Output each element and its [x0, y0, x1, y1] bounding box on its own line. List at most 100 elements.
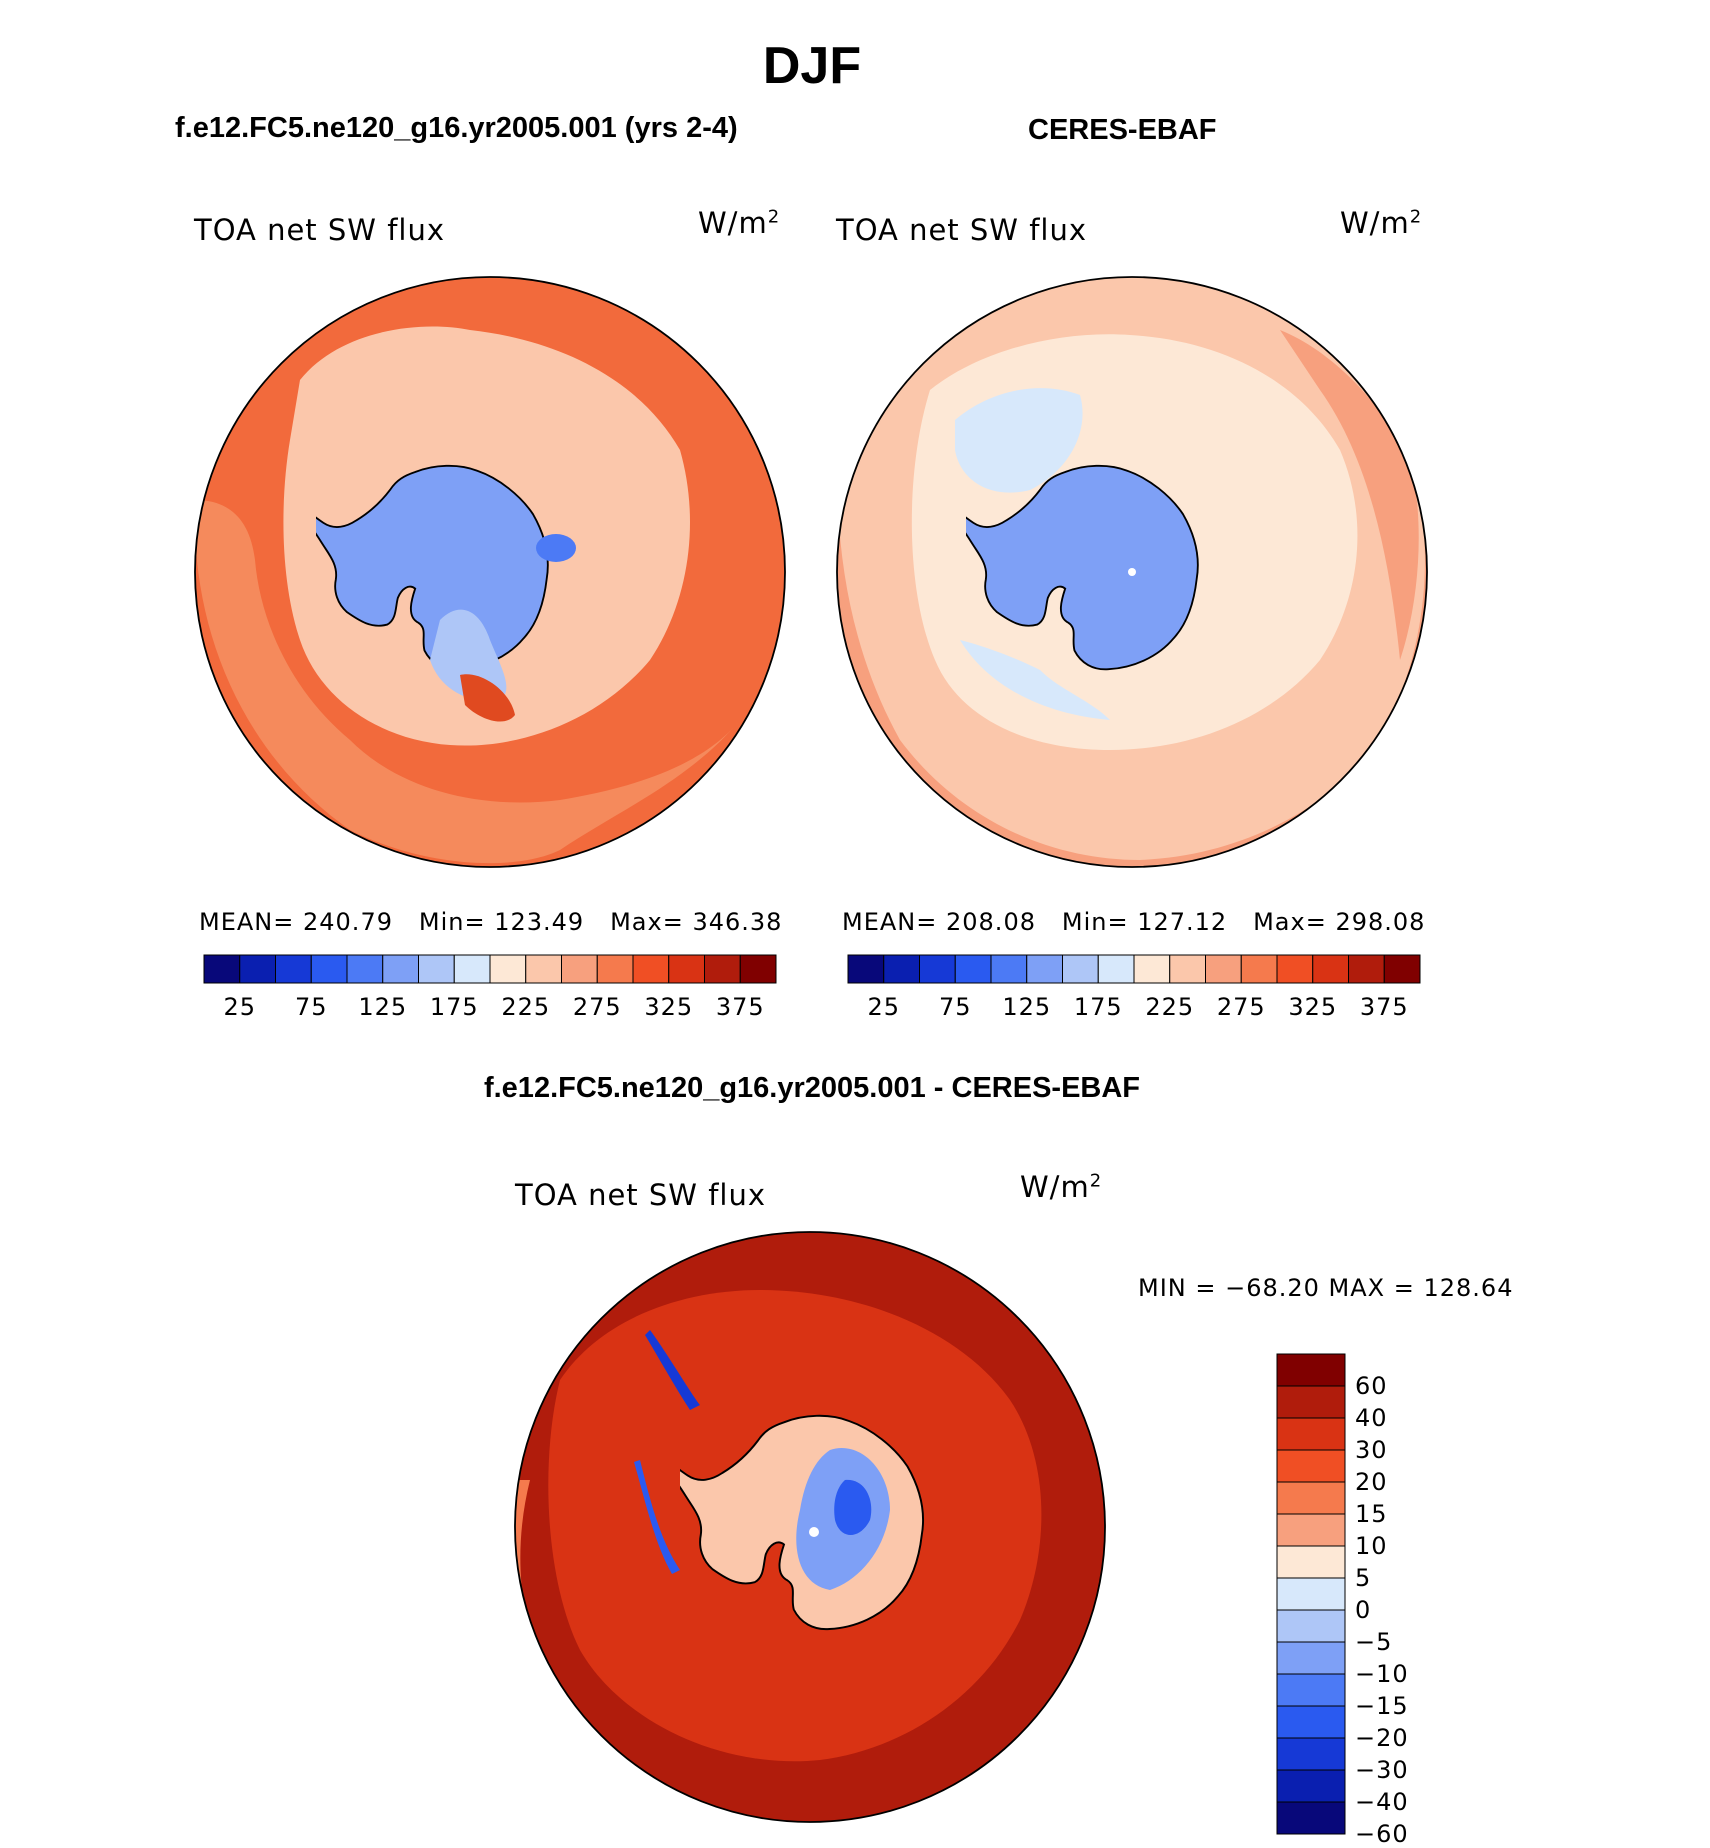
- diff-colorbar-tick-label: −20: [1355, 1724, 1409, 1752]
- model-colorbar-swatch: [596, 954, 634, 984]
- diff-pole-gap: [809, 1527, 819, 1537]
- model-map: [195, 277, 785, 867]
- obs-pole-gap: [1128, 568, 1136, 576]
- model-colorbar-swatch: [382, 954, 419, 984]
- model-colorbar-tick-label: 125: [358, 993, 408, 1021]
- obs-colorbar-swatch: [1026, 954, 1063, 984]
- obs-colorbar-swatch: [1062, 954, 1099, 984]
- model-units: W/m2: [698, 206, 781, 240]
- model-colorbar-swatch: [668, 954, 705, 984]
- obs-map-border: [836, 276, 1428, 868]
- obs-colorbar-swatch: [1348, 954, 1385, 984]
- obs-colorbar-swatch: [1097, 954, 1135, 984]
- model-colorbar-swatch: [310, 954, 348, 984]
- diff-map: [515, 1232, 1105, 1822]
- obs-units: W/m2: [1340, 206, 1423, 240]
- model-variable-label: TOA net SW flux: [194, 213, 446, 247]
- obs-colorbar-tick-label: 75: [938, 993, 972, 1021]
- obs-shelf-patch: [960, 640, 1110, 720]
- diff-west-band: [515, 1480, 570, 1720]
- diff-colorbar-tick-label: 40: [1355, 1404, 1388, 1432]
- diff-coast-negative: [645, 1330, 700, 1410]
- diff-colorbar: [1276, 1353, 1346, 1835]
- diff-variable-label: TOA net SW flux: [515, 1178, 767, 1212]
- model-map-border: [194, 276, 786, 868]
- figure-title: DJF: [762, 37, 862, 95]
- diff-colorbar-tick-label: 15: [1355, 1500, 1388, 1528]
- model-colorbar-swatch: [418, 954, 455, 984]
- obs-colorbar-swatch: [1312, 954, 1349, 984]
- model-colorbar-swatch: [453, 954, 491, 984]
- obs-colorbar-swatch: [1169, 954, 1206, 984]
- diff-colorbar-tick-label: −15: [1355, 1692, 1409, 1720]
- obs-colorbar-tick-label: 225: [1145, 993, 1195, 1021]
- model-shelf: [430, 609, 507, 701]
- model-colorbar-swatch: [704, 954, 741, 984]
- model-panel-title: f.e12.FC5.ne120_g16.yr2005.001 (yrs 2-4): [175, 112, 738, 144]
- diff-colorbar-tick-label: −40: [1355, 1788, 1409, 1816]
- model-colorbar-swatch: [739, 954, 777, 984]
- diff-colorbar-tick-label: 0: [1355, 1596, 1372, 1624]
- obs-colorbar-swatch: [1240, 954, 1278, 984]
- obs-colorbar-swatch: [919, 954, 956, 984]
- model-hotspot: [460, 674, 515, 722]
- model-colorbar-swatch: [632, 954, 670, 984]
- diff-colorbar-swatch: [1276, 1417, 1346, 1451]
- diff-colorbar-swatch: [1276, 1545, 1346, 1579]
- diff-peninsula-negative: [634, 1460, 680, 1574]
- diff-colorbar-swatch: [1276, 1577, 1346, 1611]
- obs-colorbar: [847, 954, 1421, 984]
- diff-colorbar-swatch: [1276, 1673, 1346, 1707]
- model-colorbar-swatch: [275, 954, 312, 984]
- diff-colorbar-swatch: [1276, 1513, 1346, 1547]
- model-colorbar-swatch: [346, 954, 384, 984]
- obs-east-band: [1280, 330, 1419, 660]
- obs-panel-title: CERES-EBAF: [1028, 114, 1217, 146]
- diff-colorbar-tick-label: −5: [1355, 1628, 1393, 1656]
- diff-colorbar-swatch: [1276, 1609, 1346, 1643]
- diff-colorbar-tick-label: 30: [1355, 1436, 1388, 1464]
- diff-colorbar-swatch: [1276, 1641, 1346, 1675]
- obs-variable-label: TOA net SW flux: [836, 213, 1088, 247]
- diff-colorbar-swatch: [1276, 1449, 1346, 1483]
- diff-colorbar-swatch: [1276, 1385, 1346, 1419]
- diff-colorbar-tick-label: 20: [1355, 1468, 1388, 1496]
- obs-map: [837, 277, 1427, 867]
- obs-cloud-patch: [955, 388, 1083, 493]
- model-colorbar-tick-label: 25: [223, 993, 257, 1021]
- diff-colorbar-swatch: [1276, 1769, 1346, 1803]
- diff-colorbar-tick-label: −10: [1355, 1660, 1409, 1688]
- obs-colorbar-swatch: [954, 954, 992, 984]
- model-colorbar-swatch: [489, 954, 527, 984]
- obs-colorbar-tick-label: 175: [1073, 993, 1123, 1021]
- obs-colorbar-swatch: [1276, 954, 1314, 984]
- model-colorbar-tick-label: 225: [501, 993, 551, 1021]
- diff-panel-title: f.e12.FC5.ne120_g16.yr2005.001 - CERES-E…: [483, 1072, 1141, 1104]
- model-band-south: [195, 500, 740, 864]
- diff-colorbar-tick-label: 60: [1355, 1372, 1388, 1400]
- diff-map-border: [514, 1231, 1106, 1823]
- diff-colorbar-swatch: [1276, 1705, 1346, 1739]
- diff-colorbar-swatch: [1276, 1353, 1346, 1387]
- diff-colorbar-swatch: [1276, 1737, 1346, 1771]
- model-colorbar: [203, 954, 777, 984]
- diff-minmax: MIN = −68.20 MAX = 128.64: [1138, 1274, 1514, 1302]
- diff-interior-strong-negative: [834, 1479, 872, 1535]
- obs-colorbar-tick-label: 375: [1359, 993, 1409, 1021]
- diff-colorbar-tick-label: −30: [1355, 1756, 1409, 1784]
- obs-colorbar-tick-label: 125: [1002, 993, 1052, 1021]
- model-colorbar-swatch: [203, 954, 241, 984]
- obs-colorbar-swatch: [1383, 954, 1421, 984]
- obs-stats: MEAN= 208.08 Min= 127.12 Max= 298.08: [842, 908, 1426, 936]
- model-colorbar-tick-label: 75: [294, 993, 328, 1021]
- model-colorbar-tick-label: 275: [572, 993, 622, 1021]
- model-colorbar-swatch: [525, 954, 562, 984]
- model-colorbar-swatch: [561, 954, 598, 984]
- model-colorbar-tick-label: 375: [715, 993, 765, 1021]
- diff-colorbar-swatch: [1276, 1481, 1346, 1515]
- model-colorbar-swatch: [239, 954, 276, 984]
- diff-colorbar-tick-label: 5: [1355, 1564, 1372, 1592]
- obs-colorbar-tick-label: 275: [1216, 993, 1266, 1021]
- obs-colorbar-swatch: [847, 954, 885, 984]
